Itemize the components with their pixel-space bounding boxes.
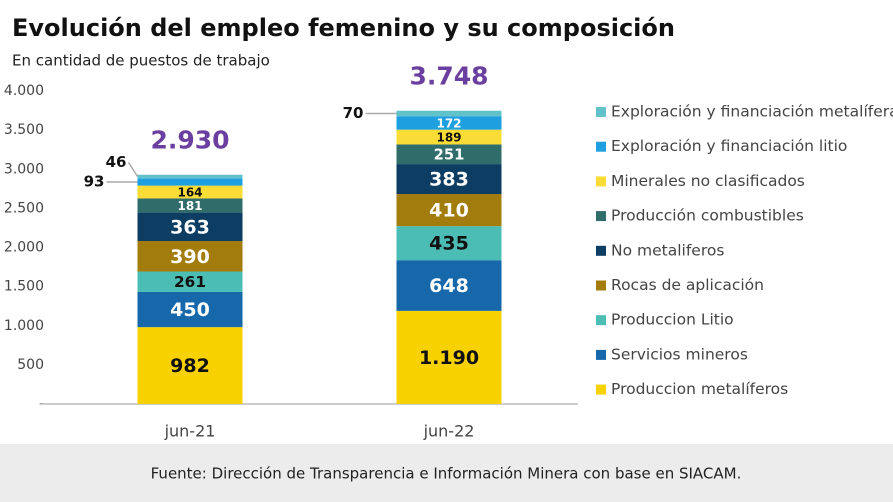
bar-segment: [396, 144, 502, 165]
value-label: 70: [343, 104, 364, 122]
legend-swatch: [596, 349, 606, 360]
legend-swatch: [596, 280, 606, 291]
bar-segment: [396, 226, 502, 261]
chart-subtitle: En cantidad de puestos de trabajo: [12, 52, 270, 70]
value-label: 982: [170, 355, 210, 377]
leader-line: [127, 162, 139, 177]
value-label: 93: [84, 172, 105, 190]
bar-segment: [396, 310, 502, 404]
legend-swatch: [596, 176, 606, 187]
bar-segment: [137, 271, 243, 292]
bar-segment: [137, 212, 243, 242]
y-tick-label: 3.000: [4, 161, 44, 177]
value-label: 172: [436, 116, 461, 130]
legend-label: Rocas de aplicación: [611, 276, 764, 294]
value-label: 648: [429, 275, 469, 297]
total-label: 2.930: [150, 126, 229, 155]
legend-swatch: [596, 141, 606, 152]
legend-label: Produccion metalíferos: [611, 380, 788, 398]
legend-swatch: [596, 245, 606, 256]
value-label: 1.190: [419, 347, 479, 369]
bar-segment: [137, 185, 243, 199]
value-label: 164: [177, 186, 202, 200]
value-label: 189: [436, 131, 461, 145]
value-label: 363: [170, 216, 210, 238]
y-tick-label: 2.500: [4, 200, 44, 216]
bar-segment: [396, 129, 502, 145]
bar-segment: [396, 116, 502, 130]
total-label: 3.748: [409, 62, 488, 91]
y-tick-label: 1.000: [4, 318, 44, 334]
value-label: 435: [429, 233, 469, 255]
y-tick-label: 4.000: [4, 83, 44, 99]
bar-segment: [396, 164, 502, 195]
x-tick-label: jun-22: [423, 422, 475, 441]
value-label: 383: [429, 169, 469, 191]
y-tick-label: 2.000: [4, 240, 44, 256]
legend-label: Producción combustibles: [611, 207, 804, 225]
legend-label: Servicios mineros: [611, 345, 748, 363]
legend-swatch: [596, 315, 606, 326]
chart-title: Evolución del empleo femenino y su compo…: [12, 14, 675, 42]
value-label: 46: [106, 153, 127, 171]
legend-label: Exploración y financiación metalífera: [611, 103, 893, 121]
value-label: 181: [177, 199, 202, 213]
bar-segment: [137, 174, 243, 179]
legend-label: Minerales no clasificados: [611, 172, 805, 190]
bar-segment: [137, 198, 243, 213]
source: Fuente: Dirección de Transparencia e Inf…: [151, 465, 742, 483]
bar-segment: [137, 178, 243, 186]
bar-segment: [396, 260, 502, 311]
y-tick-label: 3.500: [4, 122, 44, 138]
y-tick-label: 1.500: [4, 279, 44, 295]
legend-swatch: [596, 384, 606, 395]
legend-label: Produccion Litio: [611, 311, 734, 329]
legend-label: No metaliferos: [611, 241, 724, 259]
value-label: 410: [429, 200, 469, 222]
value-label: 251: [434, 146, 465, 163]
bar-segment: [137, 291, 243, 328]
bar-segment: [137, 241, 243, 272]
legend-swatch: [596, 107, 606, 117]
bar-segment: [137, 327, 243, 404]
bar-segment: [396, 194, 502, 227]
footer-band: [0, 444, 893, 502]
value-label: 261: [174, 273, 206, 291]
x-tick-label: jun-21: [164, 422, 216, 441]
value-label: 390: [170, 246, 210, 268]
y-tick-label: 500: [17, 357, 44, 373]
legend-swatch: [596, 211, 606, 222]
value-label: 450: [170, 299, 210, 321]
bar-segment: [396, 110, 502, 117]
legend-label: Exploración y financiación litio: [611, 137, 847, 155]
